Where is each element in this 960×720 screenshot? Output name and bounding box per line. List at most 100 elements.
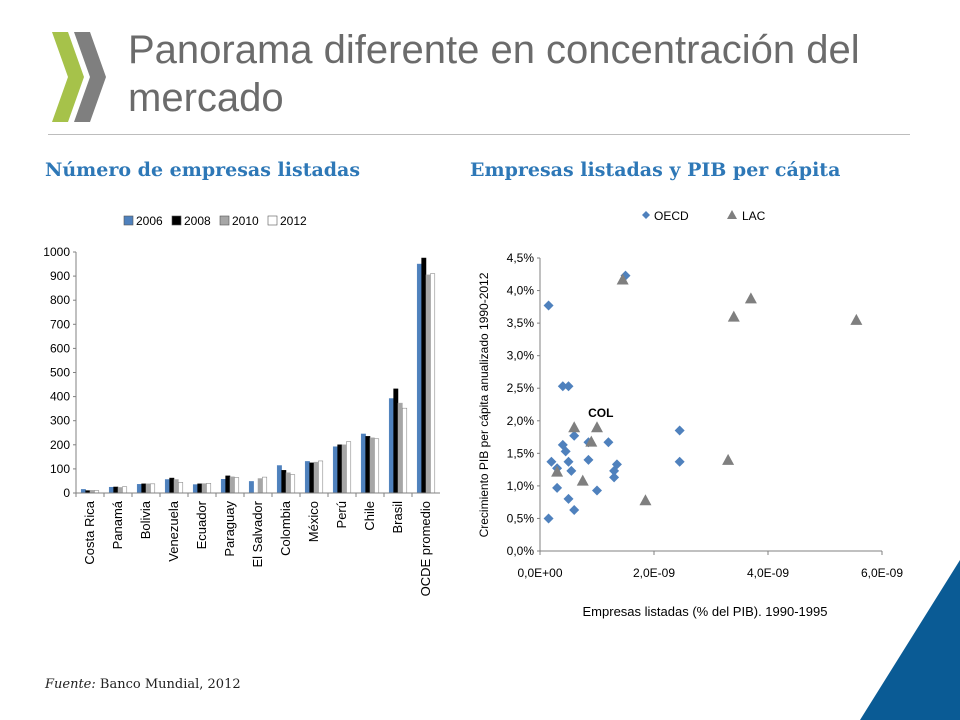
y-tick-label: 0,0%	[507, 544, 535, 558]
scatter-chart-title: Empresas listadas y PIB per cápita	[470, 159, 841, 181]
bar-2008	[281, 470, 287, 494]
scatter-chart: OECD LAC 0,0% 0,5% 1,0% 1,5% 2,0% 2,5% 3,0% 3,5% 4…	[477, 209, 903, 619]
point-LAC	[722, 453, 735, 465]
point-LAC	[639, 494, 652, 506]
bar-2006	[192, 484, 198, 494]
y-tick-label: 900	[50, 269, 70, 283]
x-category-label: OCDE promedio	[418, 501, 433, 596]
point-OECD	[560, 446, 571, 457]
y-tick-label: 3,5%	[507, 316, 535, 330]
bar-2008	[309, 462, 315, 494]
point-OECD	[543, 300, 554, 311]
bar-2012	[234, 477, 240, 494]
x-category-label: El Salvador	[250, 500, 265, 567]
y-tick-label: 300	[50, 414, 70, 428]
point-OECD	[563, 456, 574, 467]
x-axis-label: Empresas listadas (% del PIB). 1990-1995	[583, 604, 828, 619]
bar-2006	[80, 489, 86, 494]
y-tick-label: 100	[50, 462, 70, 476]
legend-label-2010: 2010	[232, 214, 259, 228]
corner-triangle-shape	[860, 560, 960, 720]
bar-2012	[178, 482, 184, 494]
bar-chart-title: Número de empresas listadas	[45, 159, 361, 181]
bar-2012	[150, 483, 156, 494]
bar-2012	[318, 460, 324, 494]
bar-2006	[108, 486, 114, 494]
bar-2010	[201, 483, 207, 494]
x-tick-label: 2,0E-09	[633, 566, 675, 580]
legend-label-LAC: LAC	[742, 209, 766, 223]
point-OECD	[620, 270, 631, 281]
y-tick-label: 1,0%	[507, 479, 535, 493]
y-tick-label: 3,0%	[507, 349, 535, 363]
bar-2006	[332, 446, 338, 494]
source-note: Fuente: Banco Mundial, 2012	[45, 677, 241, 692]
x-tick-label: 0,0E+00	[517, 566, 562, 580]
bar-2012	[206, 483, 212, 494]
bar-2006	[164, 479, 170, 494]
x-category-label: Bolivia	[138, 500, 153, 539]
y-tick-label: 0,5%	[507, 511, 535, 525]
x-category-label: Panamá	[110, 500, 125, 549]
point-LAC	[727, 310, 740, 322]
bar-2006	[304, 461, 310, 494]
bar-chart: 2006 2008 2010 2012 0 100 200 300 400 500 600 700 80…	[43, 214, 440, 596]
bar-2012	[374, 438, 380, 494]
x-tick-label: 6,0E-09	[861, 566, 903, 580]
legend-swatch-2010	[219, 215, 230, 226]
y-tick-label: 400	[50, 390, 70, 404]
legend-swatch-2008	[171, 215, 182, 226]
point-LAC	[585, 435, 598, 447]
point-OECD	[674, 456, 685, 467]
legend-label-OECD: OECD	[654, 209, 689, 223]
x-category-label: Perú	[334, 501, 349, 528]
bar-2010	[285, 472, 291, 494]
bar-2012	[290, 474, 296, 494]
bar-2006	[388, 398, 394, 494]
bar-2010	[117, 487, 123, 494]
y-tick-label: 700	[50, 317, 70, 331]
point-LAC	[850, 313, 863, 325]
bar-2008	[393, 388, 399, 494]
legend-label-2008: 2008	[184, 214, 211, 228]
point-OECD	[603, 437, 614, 448]
point-LAC	[744, 292, 757, 304]
bar-2012	[262, 476, 268, 494]
point-OECD	[569, 430, 580, 441]
y-tick-label: 1000	[43, 245, 70, 259]
legend-marker-LAC	[727, 210, 737, 219]
point-OECD	[609, 472, 620, 483]
bar-2006	[248, 481, 254, 494]
bar-2008	[337, 444, 343, 494]
point-OECD	[583, 454, 594, 465]
source-text: Banco Mundial, 2012	[95, 677, 241, 692]
bar-2012	[402, 407, 408, 494]
x-category-label: Brasil	[390, 501, 405, 534]
x-category-label: Colombia	[278, 500, 293, 556]
bar-2008	[421, 257, 427, 494]
point-OECD	[563, 493, 574, 504]
y-tick-label: 500	[50, 366, 70, 380]
x-tick-label: 4,0E-09	[747, 566, 789, 580]
legend-swatch-2012	[267, 215, 278, 226]
y-tick-label: 600	[50, 341, 70, 355]
bar-2008	[225, 475, 231, 494]
logo-chevron-left-shape	[52, 32, 84, 122]
y-tick-label: 4,5%	[507, 251, 535, 265]
annotation-label: COL	[588, 406, 613, 420]
legend-swatch-2006	[123, 215, 134, 226]
bar-2008	[365, 436, 371, 494]
x-category-label: Costa Rica	[82, 500, 97, 564]
oecd-logo	[52, 32, 106, 122]
x-category-label: Venezuela	[166, 500, 181, 561]
y-tick-label: 2,0%	[507, 414, 535, 428]
bar-2008	[169, 477, 175, 494]
bar-2006	[276, 465, 282, 494]
bar-2008	[113, 486, 119, 494]
y-tick-label: 0	[63, 486, 70, 500]
x-category-label: Chile	[362, 501, 377, 531]
bar-2010	[173, 479, 179, 494]
bar-2006	[360, 433, 366, 494]
bar-2010	[229, 476, 235, 494]
point-OECD	[592, 485, 602, 496]
